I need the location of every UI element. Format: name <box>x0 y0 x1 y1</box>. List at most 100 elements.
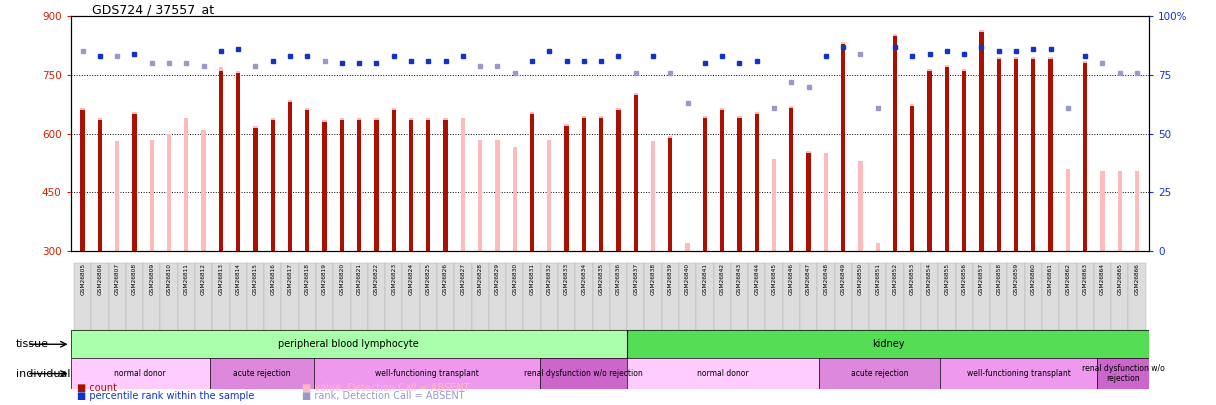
Bar <box>731 263 748 330</box>
Bar <box>426 120 430 251</box>
Bar <box>444 120 447 251</box>
Text: GDS724 / 37557_at: GDS724 / 37557_at <box>92 3 214 16</box>
Bar <box>581 116 586 251</box>
Bar <box>668 138 672 251</box>
Text: individual: individual <box>16 369 71 379</box>
Bar <box>910 104 914 251</box>
Text: GSM26809: GSM26809 <box>150 263 154 295</box>
Text: GSM26822: GSM26822 <box>375 263 379 295</box>
Text: GSM26816: GSM26816 <box>270 263 275 295</box>
Bar <box>420 263 437 330</box>
Text: ■ rank, Detection Call = ABSENT: ■ rank, Detection Call = ABSENT <box>302 391 465 401</box>
Text: normal donor: normal donor <box>697 369 749 378</box>
Bar <box>253 126 258 251</box>
Bar <box>806 151 811 251</box>
Bar <box>1094 263 1111 330</box>
Text: GSM26853: GSM26853 <box>910 263 914 295</box>
Text: ■ percentile rank within the sample: ■ percentile rank within the sample <box>77 391 254 401</box>
Text: GSM26863: GSM26863 <box>1082 263 1087 295</box>
Bar <box>817 263 834 330</box>
Bar <box>800 263 817 330</box>
Bar <box>697 263 714 330</box>
Bar <box>489 263 506 330</box>
Bar <box>581 118 586 251</box>
Bar <box>392 108 396 251</box>
Bar <box>116 141 119 251</box>
Bar <box>409 118 413 251</box>
Bar <box>143 263 161 330</box>
Bar <box>209 358 314 389</box>
Bar <box>1076 263 1094 330</box>
Bar <box>305 110 310 251</box>
Text: GSM26847: GSM26847 <box>806 263 811 295</box>
Bar <box>617 108 620 251</box>
Text: GSM26827: GSM26827 <box>461 263 466 295</box>
Bar <box>236 73 241 251</box>
Text: GSM26805: GSM26805 <box>80 263 85 295</box>
Bar <box>339 120 344 251</box>
Text: GSM26815: GSM26815 <box>253 263 258 295</box>
Bar <box>358 120 361 251</box>
Text: GSM26851: GSM26851 <box>876 263 880 295</box>
Text: GSM26848: GSM26848 <box>823 263 828 295</box>
Text: well-functioning transplant: well-functioning transplant <box>967 369 1070 378</box>
Text: GSM26850: GSM26850 <box>858 263 863 295</box>
Text: GSM26862: GSM26862 <box>1065 263 1070 295</box>
Bar <box>495 139 500 251</box>
Text: GSM26837: GSM26837 <box>634 263 638 295</box>
Bar <box>281 263 299 330</box>
Bar <box>686 243 689 251</box>
Text: GSM26844: GSM26844 <box>754 263 759 295</box>
Text: GSM26821: GSM26821 <box>356 263 361 295</box>
Bar <box>928 71 931 251</box>
Bar <box>714 263 731 330</box>
Text: GSM26824: GSM26824 <box>409 263 413 295</box>
Bar <box>737 116 742 251</box>
Bar <box>1111 263 1128 330</box>
Bar <box>772 159 776 251</box>
Text: GSM26846: GSM26846 <box>789 263 794 295</box>
Text: peripheral blood lymphocyte: peripheral blood lymphocyte <box>278 339 420 349</box>
Text: ■ value, Detection Call = ABSENT: ■ value, Detection Call = ABSENT <box>302 383 469 393</box>
Bar <box>928 69 931 251</box>
Bar <box>444 118 447 251</box>
Text: GSM26860: GSM26860 <box>1031 263 1036 295</box>
Bar <box>1097 358 1149 389</box>
Bar <box>789 108 794 251</box>
Bar <box>333 263 350 330</box>
Text: GSM26806: GSM26806 <box>97 263 102 295</box>
Bar <box>322 120 327 251</box>
Text: GSM26854: GSM26854 <box>927 263 933 295</box>
Bar <box>322 122 327 251</box>
Bar <box>213 263 230 330</box>
Text: GSM26857: GSM26857 <box>979 263 984 295</box>
Bar <box>540 358 627 389</box>
Text: ■ count: ■ count <box>77 383 117 393</box>
Bar <box>150 139 154 251</box>
Bar <box>472 263 489 330</box>
Bar <box>651 141 655 251</box>
Bar <box>979 32 984 251</box>
Text: well-functioning transplant: well-functioning transplant <box>376 369 479 378</box>
Bar <box>818 358 940 389</box>
Bar <box>599 116 603 251</box>
Bar <box>858 161 862 251</box>
Bar <box>247 263 264 330</box>
Bar <box>679 263 697 330</box>
Text: GSM26814: GSM26814 <box>236 263 241 295</box>
Bar <box>1083 63 1087 251</box>
Bar <box>806 153 811 251</box>
Text: GSM26852: GSM26852 <box>893 263 897 295</box>
Bar <box>219 67 223 251</box>
Text: GSM26859: GSM26859 <box>1013 263 1019 295</box>
Bar <box>886 263 903 330</box>
Bar <box>1031 59 1036 251</box>
Text: GSM26812: GSM26812 <box>201 263 207 295</box>
Text: GSM26819: GSM26819 <box>322 263 327 295</box>
Bar <box>662 263 679 330</box>
Bar <box>80 110 85 251</box>
Bar <box>1083 61 1087 251</box>
Bar <box>997 59 1001 251</box>
Bar <box>748 263 765 330</box>
Text: GSM26825: GSM26825 <box>426 263 430 295</box>
